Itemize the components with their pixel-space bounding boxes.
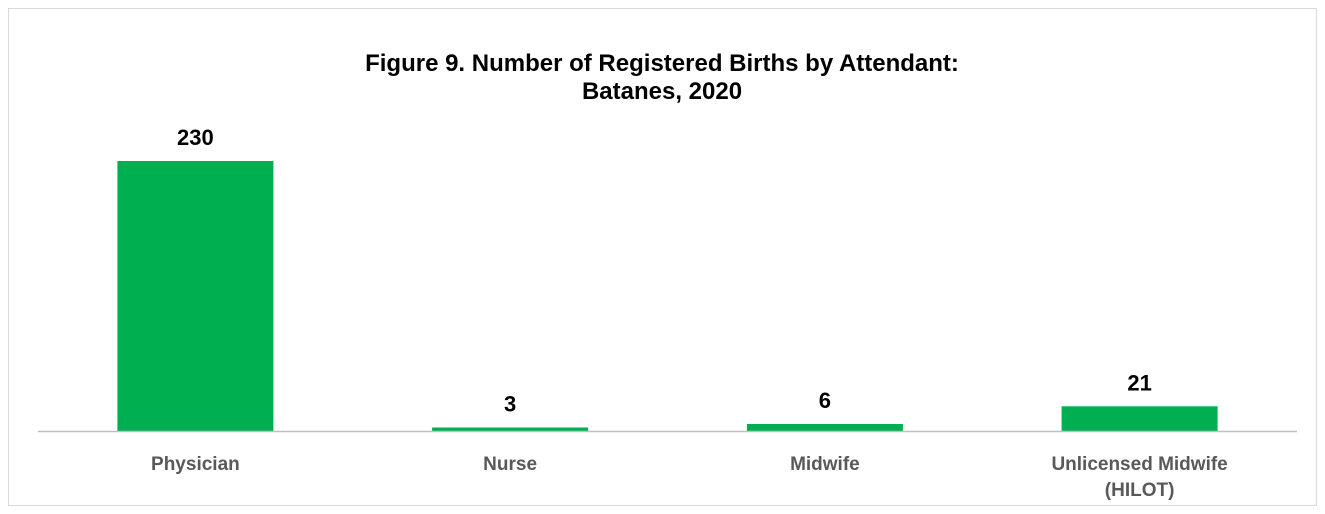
bar-1 [432,427,589,431]
data-labels-group: 230 3 6 21 [177,125,1152,417]
bars-group [117,161,1218,431]
data-label-2: 6 [819,388,831,413]
bar-2 [746,424,903,431]
bar-3 [1061,406,1218,431]
data-label-0: 230 [177,125,214,150]
category-label-3-line-0: Unlicensed Midwife [1051,454,1227,475]
category-label-3-line-1: (HILOT) [1105,480,1175,501]
category-labels-group: Physician Nurse Midwife Unlicensed Midwife (… [151,454,1228,501]
chart-title: Figure 9. Number of Registered Births by… [365,50,959,77]
data-label-3: 21 [1127,370,1151,395]
category-label-2: Midwife [790,454,860,475]
data-label-1: 3 [504,392,516,417]
chart-subtitle: Batanes, 2020 [582,78,742,105]
category-label-1: Nurse [483,454,537,475]
bar-0 [117,161,274,431]
category-label-0: Physician [151,454,240,475]
